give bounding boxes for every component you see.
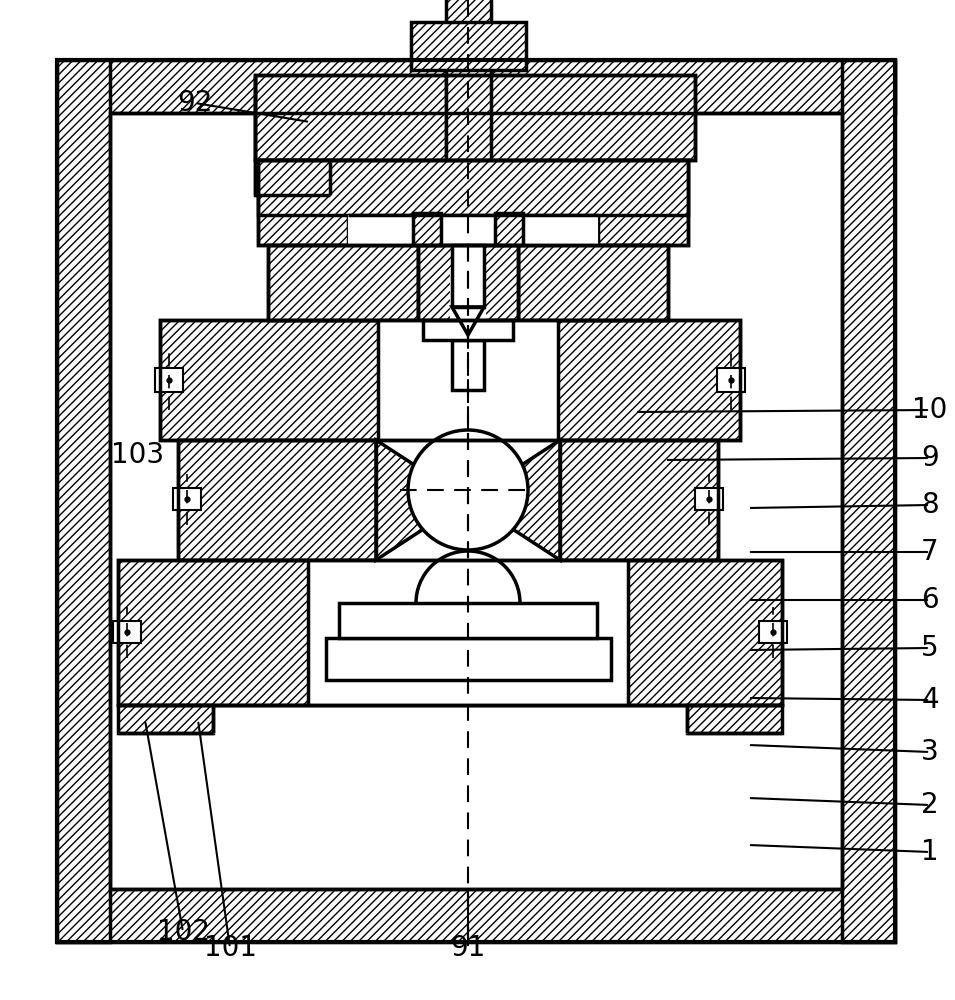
Bar	[173, 488, 201, 510]
Polygon shape	[687, 705, 782, 733]
Bar	[160, 320, 740, 440]
Text: 101: 101	[203, 934, 257, 962]
Text: 7: 7	[922, 538, 939, 566]
Text: 102: 102	[157, 918, 209, 946]
Polygon shape	[57, 889, 895, 942]
Bar	[308, 560, 628, 705]
Bar	[348, 215, 598, 245]
Polygon shape	[418, 245, 518, 320]
Polygon shape	[598, 160, 688, 245]
Text: 4: 4	[922, 686, 939, 714]
Text: 92: 92	[178, 89, 213, 117]
Polygon shape	[495, 213, 523, 245]
Bar	[452, 245, 484, 307]
Bar	[339, 603, 597, 638]
Bar	[378, 320, 558, 440]
Text: 3: 3	[922, 738, 939, 766]
Bar	[717, 368, 745, 392]
Circle shape	[408, 430, 528, 550]
Bar	[110, 113, 842, 889]
Polygon shape	[160, 320, 740, 440]
Bar	[759, 621, 787, 643]
Polygon shape	[57, 60, 110, 942]
Bar	[450, 267, 486, 320]
Polygon shape	[468, 440, 560, 560]
Polygon shape	[413, 213, 441, 245]
Bar	[268, 245, 668, 320]
Text: 1: 1	[922, 838, 939, 866]
Polygon shape	[57, 60, 895, 113]
Polygon shape	[842, 60, 895, 942]
Polygon shape	[178, 440, 718, 560]
Bar	[118, 560, 782, 705]
Text: 5: 5	[922, 634, 939, 662]
Polygon shape	[490, 75, 695, 160]
Bar	[178, 440, 718, 560]
Bar	[446, 75, 491, 160]
Bar	[258, 160, 688, 245]
Bar	[423, 320, 513, 340]
Bar	[411, 22, 526, 70]
Polygon shape	[518, 245, 668, 320]
Text: 6: 6	[922, 586, 939, 614]
Text: 2: 2	[922, 791, 939, 819]
Bar	[57, 60, 895, 942]
Text: 10: 10	[912, 396, 947, 424]
Polygon shape	[255, 160, 330, 195]
Bar	[255, 75, 695, 160]
Text: 8: 8	[922, 491, 939, 519]
Polygon shape	[118, 705, 213, 733]
Polygon shape	[376, 440, 468, 560]
Text: 103: 103	[112, 441, 164, 469]
Polygon shape	[258, 160, 688, 215]
Polygon shape	[258, 160, 348, 245]
Bar	[113, 621, 141, 643]
Bar	[452, 340, 484, 390]
Bar	[326, 638, 611, 680]
Polygon shape	[268, 245, 418, 320]
Polygon shape	[255, 75, 446, 160]
Text: 9: 9	[922, 444, 939, 472]
Polygon shape	[118, 560, 782, 705]
Bar	[446, 0, 491, 113]
Bar	[376, 440, 561, 560]
Text: 91: 91	[451, 934, 486, 962]
Polygon shape	[452, 307, 484, 335]
Bar	[695, 488, 723, 510]
Bar	[155, 368, 183, 392]
